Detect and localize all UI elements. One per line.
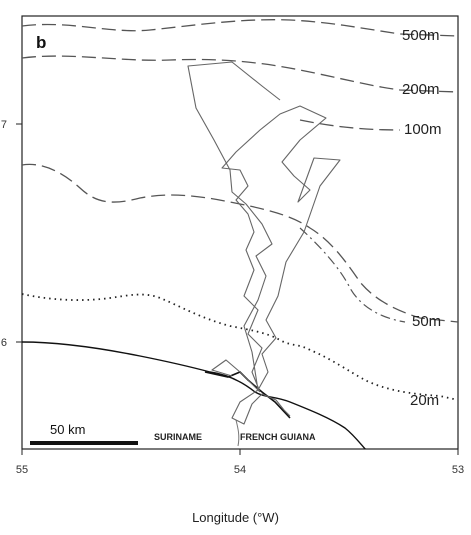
plot-frame (21, 15, 459, 450)
country-border (235, 419, 240, 447)
x-axis-title: Longitude (°W) (192, 510, 279, 525)
scale-bar (30, 441, 138, 445)
panel-label: b (36, 33, 46, 52)
x-tick-label-55: 55 (16, 464, 28, 476)
isobath-label-20m: 20m (410, 392, 439, 409)
isobath-50m-line (299, 227, 406, 323)
isobath-200m-line (22, 55, 458, 93)
tracking-path (187, 61, 341, 425)
country-label-suriname: SURINAME (154, 432, 202, 442)
isobath-100m-line (22, 163, 458, 323)
country-label-french-guiana: FRENCH GUIANA (240, 432, 316, 442)
isobath-label-100m: 100m (404, 121, 442, 138)
isobath-label-500m: 500m (402, 27, 440, 44)
isobath-100m-upper-line (299, 119, 401, 131)
isobath-20m-line (22, 293, 458, 401)
x-tick-label-53: 53 (452, 464, 464, 476)
isobath-label-50m: 50m (412, 313, 441, 330)
coastline (22, 341, 367, 449)
isobath-label-200m: 200m (402, 81, 440, 98)
x-tick-label-54: 54 (234, 464, 246, 476)
y-tick-label-6: 6 (1, 337, 7, 349)
y-tick-label-7: 7 (1, 119, 7, 131)
scale-bar-label: 50 km (50, 422, 85, 437)
isobath-500m-line (22, 19, 458, 37)
